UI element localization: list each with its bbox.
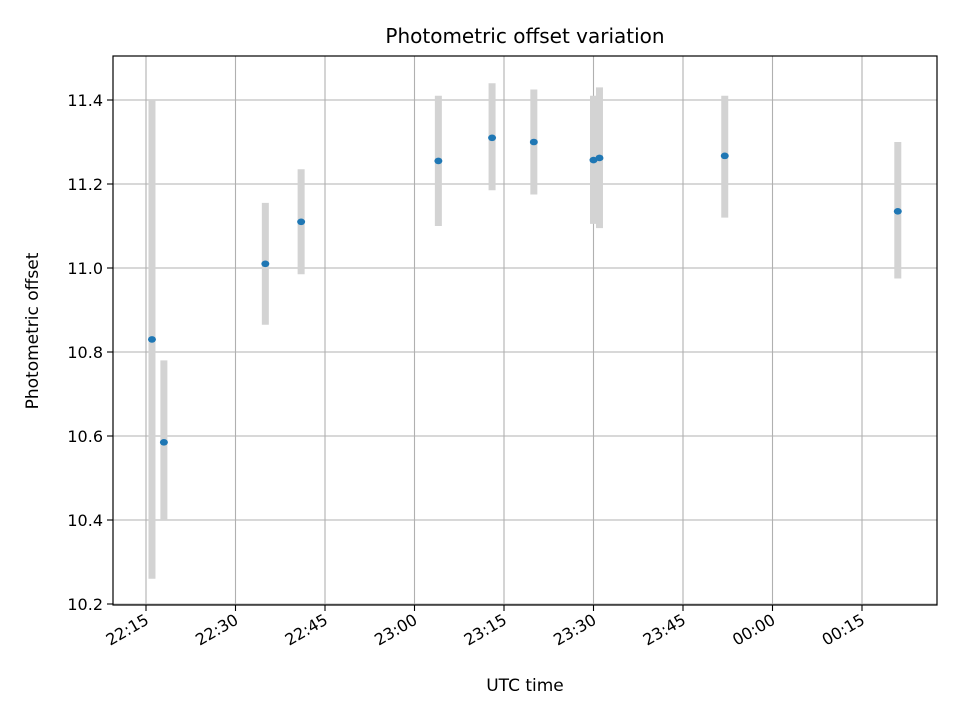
data-point xyxy=(147,336,156,343)
data-point xyxy=(434,157,443,165)
data-point xyxy=(261,260,270,268)
x-axis-title: UTC time xyxy=(486,676,564,696)
data-point xyxy=(595,154,604,162)
data-point xyxy=(159,439,168,446)
y-tick-label: 10.2 xyxy=(67,595,103,614)
y-tick-label: 11.2 xyxy=(67,175,103,194)
data-point xyxy=(720,152,729,160)
data-point xyxy=(297,218,306,226)
data-point xyxy=(893,208,902,215)
data-point xyxy=(589,156,598,164)
y-tick-label: 11.4 xyxy=(67,91,103,110)
y-tick-label: 11.0 xyxy=(67,259,103,278)
data-points xyxy=(147,134,902,446)
y-tick-label: 10.4 xyxy=(67,511,103,530)
chart-title: Photometric offset variation xyxy=(385,24,664,48)
data-point xyxy=(529,138,538,146)
y-tick-label: 10.6 xyxy=(67,427,103,446)
y-tick-label: 10.8 xyxy=(67,343,103,362)
y-axis-ticks: 10.2 10.4 10.6 10.8 11.0 11.2 11.4 xyxy=(67,91,113,614)
plot-area-frame xyxy=(112,55,938,606)
y-axis-title: Photometric offset xyxy=(23,252,43,409)
data-point xyxy=(488,134,497,142)
